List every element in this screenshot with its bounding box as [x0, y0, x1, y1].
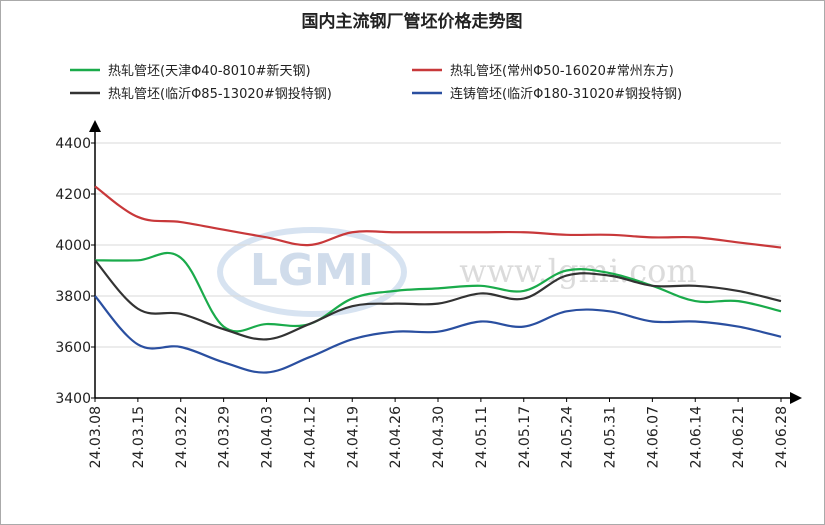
x-tick-label: 24.04.12: [302, 406, 318, 468]
x-tick-label: 24.05.11: [474, 406, 490, 468]
x-tick-label: 24.03.29: [217, 406, 233, 468]
x-tick-label: 24.06.07: [645, 406, 661, 468]
y-tick-label: 3600: [55, 340, 91, 356]
x-tick-label: 24.04.26: [388, 406, 404, 468]
y-tick-label: 3800: [55, 289, 91, 305]
x-tick-label: 24.06.21: [731, 406, 747, 468]
x-tick-label: 24.05.17: [517, 406, 533, 468]
y-tick-label: 4400: [55, 136, 91, 152]
logo: LGMI: [250, 245, 374, 296]
x-tick-label: 24.04.30: [431, 406, 447, 468]
x-tick-label: 24.03.08: [88, 406, 104, 468]
legend-label: 连铸管坯(临沂Φ180-31020#钢投特钢): [450, 86, 682, 102]
series-line: [94, 259, 782, 341]
x-tick-label: 24.05.24: [560, 406, 576, 468]
x-tick-label: 24.03.15: [131, 406, 147, 468]
series-line: [94, 251, 782, 333]
y-axis-arrow: [89, 120, 101, 132]
x-tick-label: 24.03.22: [174, 406, 190, 468]
legend-label: 热轧管坯(临沂Φ85-13020#钢投特钢): [108, 86, 332, 102]
logo-ring: [217, 227, 407, 317]
y-tick-label: 3400: [55, 391, 91, 407]
x-axis-arrow: [790, 392, 802, 404]
y-tick-label: 4000: [55, 238, 91, 254]
x-tick-label: 24.04.19: [345, 406, 361, 468]
x-tick-label: 24.04.03: [260, 406, 276, 468]
watermark: www.lgmi.com: [459, 252, 697, 290]
x-tick-label: 24.06.28: [774, 406, 790, 468]
legend-label: 热轧管坯(天津Φ40-8010#新天钢): [108, 63, 311, 79]
legend-label: 热轧管坯(常州Φ50-16020#常州东方): [450, 63, 674, 79]
y-tick-label: 4200: [55, 187, 91, 203]
series-line: [94, 295, 782, 374]
series-line: [94, 185, 782, 249]
x-tick-label: 24.06.14: [688, 406, 704, 468]
chart-title: 国内主流钢厂管坯价格走势图: [302, 11, 523, 32]
x-tick-label: 24.05.31: [603, 406, 619, 468]
watermark-group: LGMI www.lgmi.com: [217, 227, 697, 317]
